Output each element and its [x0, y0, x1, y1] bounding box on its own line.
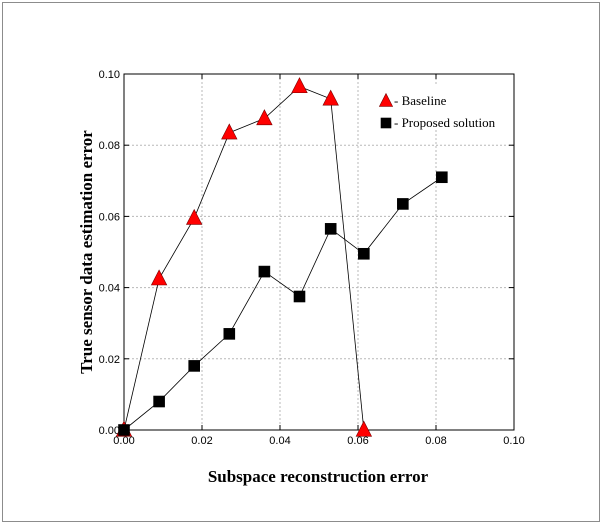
- series-line-0: [123, 85, 365, 431]
- y-tick-label: 0.04: [99, 283, 120, 295]
- x-tick-label: 0.10: [503, 435, 524, 447]
- legend: - Baseline - Proposed solution: [378, 86, 512, 130]
- axes: [123, 73, 515, 431]
- x-axis-title: Subspace reconstruction error: [208, 467, 429, 486]
- data-point-0: [291, 77, 308, 94]
- y-tick-label: 0.00: [99, 425, 120, 437]
- data-point-1: [397, 198, 409, 210]
- data-point-1: [258, 265, 271, 278]
- legend-label-1: - Proposed solution: [394, 115, 496, 130]
- legend-box: [378, 86, 512, 130]
- x-tick-label: 0.06: [347, 435, 368, 447]
- x-tick-label: 0.00: [113, 435, 134, 447]
- plot-area-border: [123, 73, 515, 431]
- y-tick-label: 0.06: [99, 211, 120, 223]
- data-point-0: [221, 123, 238, 140]
- legend-marker-1: [380, 117, 392, 129]
- legend-marker-0: [378, 92, 394, 107]
- series-markers: [115, 77, 448, 437]
- data-point-0: [150, 269, 168, 286]
- series-lines: [123, 85, 443, 431]
- data-point-0: [256, 109, 273, 126]
- legend-label-0: - Baseline: [394, 93, 447, 108]
- data-point-1: [223, 328, 236, 340]
- y-tick-label: 0.02: [99, 354, 120, 366]
- data-point-1: [358, 247, 370, 260]
- data-point-1: [324, 223, 337, 235]
- y-tick-label: 0.08: [99, 140, 120, 152]
- data-point-1: [188, 360, 200, 372]
- y-axis-title: True sensor data estimation error: [77, 130, 96, 374]
- data-point-1: [153, 395, 165, 408]
- x-tick-label: 0.04: [269, 435, 290, 447]
- data-point-0: [322, 89, 339, 106]
- ticks: 0.00 0.02 0.04 0.06 0.08 0.10 0.00 0.02 0.04 0.06…: [99, 69, 525, 447]
- x-tick-label: 0.08: [425, 435, 446, 447]
- y-tick-label: 0.10: [99, 69, 120, 81]
- series-line-1: [123, 176, 443, 431]
- data-point-0: [355, 420, 373, 437]
- data-point-1: [293, 290, 306, 303]
- data-point-1: [118, 424, 130, 436]
- data-point-1: [436, 171, 448, 184]
- data-point-0: [186, 208, 203, 225]
- x-tick-label: 0.02: [191, 435, 212, 447]
